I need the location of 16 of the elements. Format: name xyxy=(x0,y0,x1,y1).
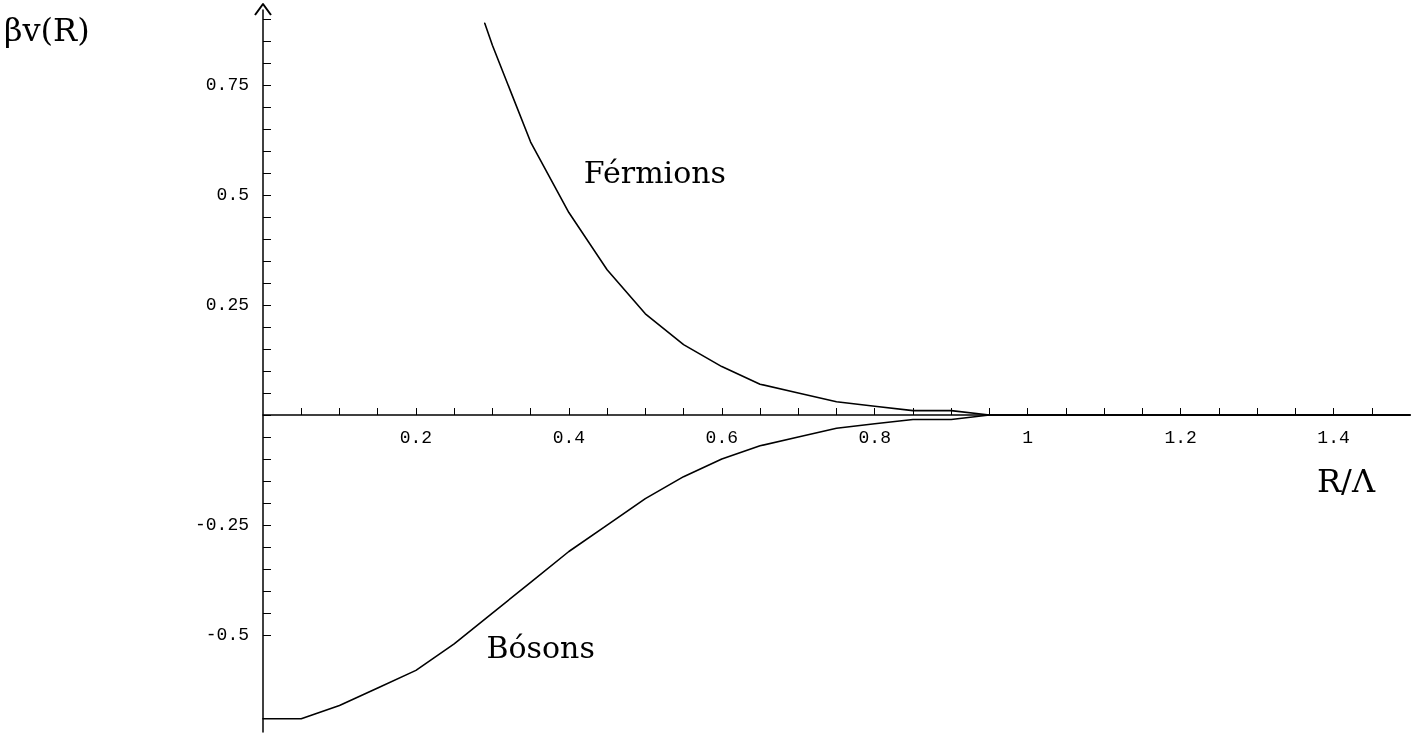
x-tick-label: 0.4 xyxy=(552,428,586,449)
x-axis-title: R/Λ xyxy=(1317,462,1376,500)
x-tick-label: 0.6 xyxy=(705,428,738,449)
y-axis-title: βv(R) xyxy=(4,11,90,49)
x-tick-label: 0.8 xyxy=(858,428,891,449)
y-tick-label: 0.75 xyxy=(205,74,249,95)
y-tick-label: 0.5 xyxy=(216,184,249,205)
x-tick-label: 1.4 xyxy=(1317,428,1350,449)
series-label: Bósons xyxy=(486,629,595,665)
x-tick-label: 1.2 xyxy=(1164,428,1197,449)
y-tick-label: -0.25 xyxy=(194,515,249,536)
y-tick-label: -0.5 xyxy=(205,625,249,646)
series-label: Férmions xyxy=(583,155,726,191)
y-tick-label: 0.25 xyxy=(205,294,249,315)
x-tick-label: 0.2 xyxy=(399,428,433,449)
x-tick-label: 1 xyxy=(1022,428,1034,449)
